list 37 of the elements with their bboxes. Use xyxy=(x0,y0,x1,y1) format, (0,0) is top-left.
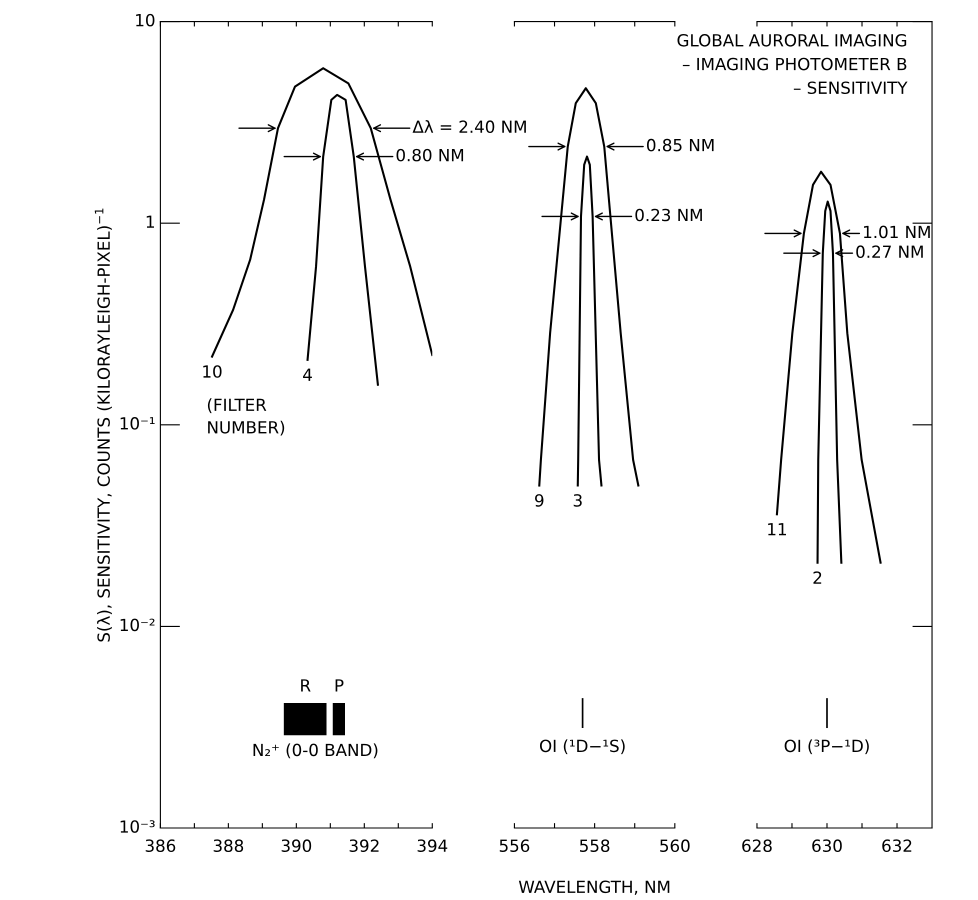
x-tick-label: 394 xyxy=(418,839,448,852)
series-label: 11 xyxy=(768,523,786,536)
series-label: 3 xyxy=(574,494,582,507)
series-label: 10 xyxy=(203,365,222,378)
annotation: (FILTER NUMBER) xyxy=(208,398,284,436)
annotation: OI (¹D−¹S) xyxy=(540,739,625,754)
y-tick-label: 10⁻² xyxy=(120,618,154,632)
annotation: OI (³P−¹D) xyxy=(784,739,869,754)
x-tick-label: 558 xyxy=(580,839,610,852)
x-tick-label: 386 xyxy=(146,839,176,852)
x-tick-label: 556 xyxy=(500,839,530,852)
annotation: 0.80 NM xyxy=(396,148,464,162)
y-tick-label: 10 xyxy=(136,14,154,26)
text: GLOBAL AURORAL IMAGING – IMAGING PHOTOMETER B – SENSITIVITY xyxy=(678,34,908,94)
annotation: N₂⁺ (0-0 BAND) xyxy=(254,743,378,758)
x-tick-label: 390 xyxy=(282,839,312,852)
x-axis-title: WAVELENGTH, NM xyxy=(518,880,670,895)
x-tick-label: 628 xyxy=(742,839,772,852)
annotation: 0.23 NM xyxy=(635,208,702,222)
y-tick-label: 10⁻¹ xyxy=(120,417,155,430)
series-label: 9 xyxy=(535,494,544,507)
x-tick-label: 632 xyxy=(882,839,912,852)
annotation: 0.27 NM xyxy=(856,245,923,258)
y-axis-title: S(λ), SENSITIVITY, COUNTS (KILORAYLEIGH-PIXEL)$^{−1}$ xyxy=(94,208,112,642)
annotation: R xyxy=(301,679,311,692)
annotation: P xyxy=(336,679,344,692)
series-label: 2 xyxy=(813,571,822,584)
annotation: 1.01 NM xyxy=(864,226,930,238)
series-label: 4 xyxy=(303,368,312,381)
x-tick-label: 630 xyxy=(812,839,842,852)
annotation: 0.85 NM xyxy=(647,138,714,152)
x-tick-label: 388 xyxy=(214,839,244,852)
y-tick-label: 10⁻³ xyxy=(120,820,155,833)
y-tick-label: 1 xyxy=(146,216,154,228)
annotation: Δλ = 2.40 NM xyxy=(412,120,526,134)
x-tick-label: 392 xyxy=(350,839,379,852)
x-tick-label: 560 xyxy=(660,839,690,852)
